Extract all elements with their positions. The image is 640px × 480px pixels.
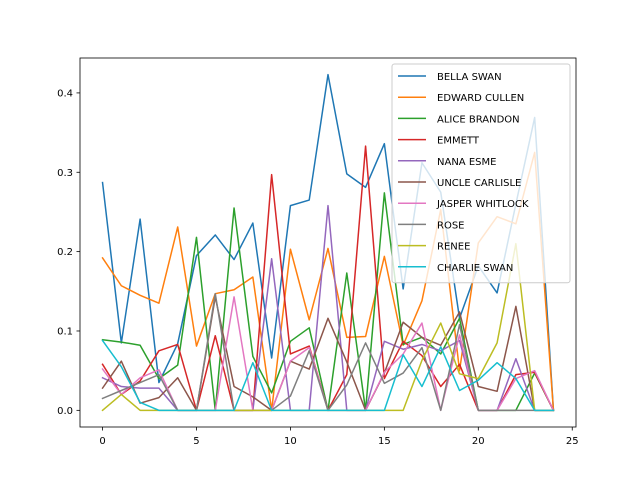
- legend-label-renee: RENEE: [437, 242, 470, 253]
- x-tick-label: 10: [284, 436, 297, 447]
- series-line-charlie-swan: [101, 339, 555, 412]
- axes-frame: [79, 57, 577, 428]
- legend-label-jasper-whitlock: JASPER WHITLOCK: [436, 199, 529, 210]
- y-tick-label: 0.2: [57, 247, 73, 258]
- x-tick-label: 5: [193, 436, 199, 447]
- series-line-uncle-carlisle: [101, 296, 555, 412]
- legend-label-nana-esme: NANA ESME: [437, 157, 496, 168]
- legend-label-bella-swan: BELLA SWAN: [437, 72, 502, 83]
- legend: BELLA SWAN EDWARD CULLEN ALICE BRANDON EMME…: [391, 63, 571, 284]
- y-tick-label: 0.4: [57, 89, 73, 100]
- x-tick-label: 20: [472, 436, 485, 447]
- y-tick-label: 0.0: [57, 406, 73, 417]
- x-tick-label: 25: [566, 436, 579, 447]
- x-axis: 0 5 10 15 20 25: [99, 427, 579, 447]
- y-tick-label: 0.3: [57, 168, 73, 179]
- legend-label-rose: ROSE: [437, 220, 465, 231]
- x-tick-label: 0: [99, 436, 105, 447]
- plot-area: [79, 57, 577, 428]
- legend-box: [391, 63, 571, 284]
- legend-label-alice-brandon: ALICE BRANDON: [437, 114, 520, 125]
- x-tick-label: 15: [378, 436, 391, 447]
- legend-label-edward-cullen: EDWARD CULLEN: [437, 93, 524, 104]
- legend-label-emmett: EMMETT: [437, 136, 480, 147]
- legend-label-charlie-swan: CHARLIE SWAN: [437, 263, 513, 274]
- legend-label-uncle-carlisle: UNCLE CARLISLE: [437, 178, 521, 189]
- y-axis: 0.0 0.1 0.2 0.3 0.4: [57, 89, 80, 417]
- y-tick-label: 0.1: [57, 327, 73, 338]
